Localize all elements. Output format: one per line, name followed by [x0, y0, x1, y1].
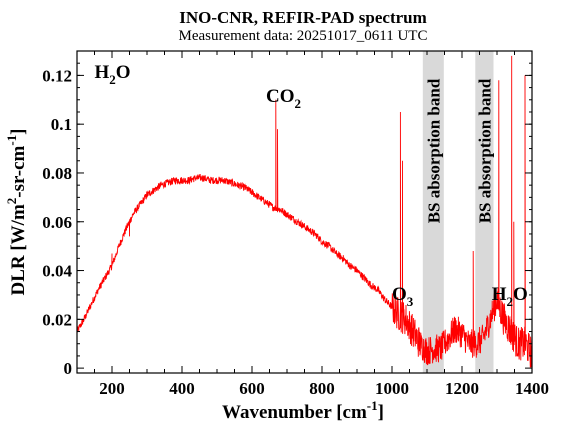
y-tick-label-0.1: 0.1 — [51, 115, 72, 134]
annotation-1: H2O — [95, 62, 131, 87]
absorption-band-1 — [422, 51, 444, 373]
absorption-band-2 — [475, 51, 494, 373]
x-tick-label-1400: 1400 — [515, 379, 549, 398]
annotation-3: O3 — [392, 284, 414, 309]
x-tick-label-800: 800 — [309, 379, 335, 398]
spectrum-series — [76, 55, 533, 368]
chart-subtitle: Measurement data: 20251017_0611 UTC — [179, 28, 428, 44]
y-tick-label-0.02: 0.02 — [42, 310, 72, 329]
x-tick-label-200: 200 — [99, 379, 125, 398]
absorption-band-label-2: BS absorption band — [475, 78, 494, 223]
annotation-2: CO2 — [266, 86, 301, 111]
y-axis-label: DLR [W/m2-sr-cm-1] — [4, 128, 29, 295]
chart-title: INO-CNR, REFIR-PAD spectrum — [179, 8, 427, 27]
x-tick-label-1200: 1200 — [445, 379, 479, 398]
x-tick-label-600: 600 — [239, 379, 265, 398]
axis-ticks: 200 400 600 800 1000 1200 1400 0 0.02 0.04 0.06 0.0… — [42, 51, 549, 398]
y-tick-label-0.08: 0.08 — [42, 164, 72, 183]
y-tick-label-0.12: 0.12 — [42, 66, 72, 85]
x-tick-label-400: 400 — [169, 379, 195, 398]
y-tick-label-0: 0 — [64, 359, 73, 378]
spectrum-line — [76, 55, 533, 368]
annotations: H2O CO2 O3 H2O — [95, 62, 528, 309]
absorption-band-label-1: BS absorption band — [424, 78, 443, 223]
y-tick-label-0.04: 0.04 — [42, 262, 72, 281]
absorption-bands: BS absorption band BS absorption band — [422, 51, 494, 373]
plot-frame — [76, 50, 533, 374]
x-tick-label-1000: 1000 — [375, 379, 409, 398]
x-axis-label: Wavenumber [cm-1] — [222, 398, 384, 423]
annotation-4: H2O — [492, 284, 528, 309]
y-tick-label-0.06: 0.06 — [42, 213, 72, 232]
